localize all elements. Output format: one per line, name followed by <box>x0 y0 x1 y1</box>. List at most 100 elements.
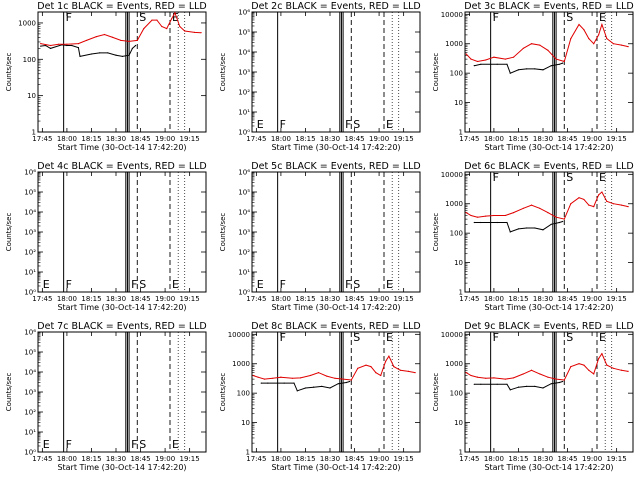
series-point-events <box>99 52 101 54</box>
marker-label-S: S <box>139 438 146 451</box>
series-point-lld <box>184 30 186 32</box>
y-tick-label: 10³ <box>238 69 250 77</box>
marker-label-E: E <box>257 118 264 131</box>
y-tick-label: 10⁵ <box>24 189 36 197</box>
marker-label-E: E <box>386 331 393 344</box>
series-point-events <box>277 382 279 384</box>
y-tick-label: 10 <box>454 99 463 107</box>
series-line-lld <box>465 191 629 220</box>
series-point-events <box>329 387 331 389</box>
marker-label-S: S <box>566 11 573 24</box>
series-point-lld <box>606 200 608 203</box>
series-point-lld <box>530 43 533 45</box>
y-tick-label: 1000 <box>232 360 250 368</box>
x-axis-label: Start Time (30-Oct-14 17:42:20) <box>484 143 613 152</box>
x-tick-label: 18:15 <box>508 135 528 143</box>
marker-label-S: S <box>139 278 146 291</box>
series-point-lld <box>620 369 623 371</box>
y-tick-label: 1 <box>32 129 36 137</box>
series-point-lld <box>128 40 130 43</box>
series-point-lld <box>612 367 614 369</box>
series-point-events <box>490 383 492 385</box>
series-point-lld <box>257 376 259 378</box>
chart-panel-4: Det 4c BLACK = Events, RED = LLD 17:45 18:… <box>5 161 207 312</box>
chart-panel-5: Det 5c BLACK = Events, RED = LLD 17:45 18:… <box>219 161 421 312</box>
y-tick-label: 1000 <box>445 40 463 48</box>
series-point-lld <box>388 355 390 357</box>
series-point-lld <box>555 58 557 60</box>
x-tick-label: 18:30 <box>106 455 126 463</box>
y-tick-label: 10² <box>238 249 250 257</box>
series-point-events <box>542 229 544 231</box>
series-point-events <box>267 382 269 384</box>
series-point-lld <box>522 47 524 49</box>
series-line-lld <box>252 355 416 381</box>
series-point-lld <box>476 60 479 63</box>
series-point-events <box>480 221 482 224</box>
series-point-events <box>293 382 295 384</box>
series-point-events <box>526 227 528 229</box>
y-tick-label: 10 <box>241 419 250 427</box>
series-point-lld <box>606 364 608 366</box>
y-tick-label: 10⁶ <box>24 329 36 337</box>
x-tick-label: 18:45 <box>130 135 150 143</box>
series-line-events <box>474 221 563 233</box>
series-point-lld <box>563 379 565 381</box>
y-tick-label: 10⁴ <box>238 49 250 57</box>
y-axis-label: Counts/sec <box>219 373 227 412</box>
chart-title: Det 4c BLACK = Events, RED = LLD <box>37 161 206 172</box>
series-point-lld <box>375 372 377 374</box>
series-point-lld <box>465 212 467 214</box>
x-tick-label: 19:15 <box>394 295 414 303</box>
series-point-events <box>45 44 47 47</box>
chart-title: Det 5c BLACK = Events, RED = LLD <box>251 161 420 172</box>
x-tick-label: 19:00 <box>369 455 389 463</box>
series-point-events <box>517 386 520 388</box>
marker-label-E: E <box>386 118 393 131</box>
marker-label-E: E <box>172 278 179 291</box>
chart-title: Det 8c BLACK = Events, RED = LLD <box>251 321 420 332</box>
y-tick-label: 100 <box>450 70 463 78</box>
x-tick-label: 18:15 <box>508 295 528 303</box>
y-tick-label: 10000 <box>441 11 463 19</box>
chart-title: Det 9c BLACK = Events, RED = LLD <box>464 321 633 332</box>
x-tick-label: 18:30 <box>320 455 340 463</box>
series-point-events <box>558 221 560 224</box>
series-point-lld <box>547 49 549 51</box>
series-point-lld <box>465 372 467 374</box>
series-point-events <box>473 65 475 67</box>
series-point-events <box>131 47 133 49</box>
y-tick-label: 1 <box>459 289 463 297</box>
series-point-lld <box>570 37 572 40</box>
y-tick-label: 1 <box>246 449 250 457</box>
series-point-lld <box>40 43 42 45</box>
series-point-lld <box>598 34 600 36</box>
series-point-lld <box>512 56 515 58</box>
series-point-events <box>562 380 564 383</box>
y-tick-label: 10¹ <box>238 109 250 117</box>
y-axis-label: Counts/sec <box>219 213 227 252</box>
series-point-events <box>128 54 130 56</box>
chart-title: Det 7c BLACK = Events, RED = LLD <box>37 321 206 332</box>
series-point-lld <box>547 376 549 378</box>
series-point-events <box>321 385 323 387</box>
chart-panel-9: Det 9c BLACK = Events, RED = LLD 17:45 18:… <box>432 321 634 472</box>
x-axis-label: Start Time (30-Oct-14 17:42:20) <box>271 143 400 152</box>
y-tick-label: 100 <box>237 390 250 398</box>
series-point-events <box>66 44 68 47</box>
series-point-lld <box>143 27 145 30</box>
y-tick-label: 10³ <box>24 229 36 237</box>
y-axis-label: Counts/sec <box>5 213 13 252</box>
series-point-lld <box>334 377 336 379</box>
series-point-lld <box>627 205 629 208</box>
series-point-events <box>121 55 124 58</box>
y-tick-label: 10⁶ <box>24 169 36 177</box>
series-point-lld <box>593 373 595 375</box>
x-axis-label: Start Time (30-Oct-14 17:42:20) <box>484 303 613 312</box>
x-axis-label: Start Time (30-Oct-14 17:42:20) <box>57 463 186 472</box>
x-tick-label: 18:45 <box>557 135 577 143</box>
x-axis-label: Start Time (30-Oct-14 17:42:20) <box>57 143 186 152</box>
y-tick-label: 10 <box>454 259 463 267</box>
y-tick-label: 10000 <box>441 171 463 179</box>
series-line-events <box>474 381 563 391</box>
